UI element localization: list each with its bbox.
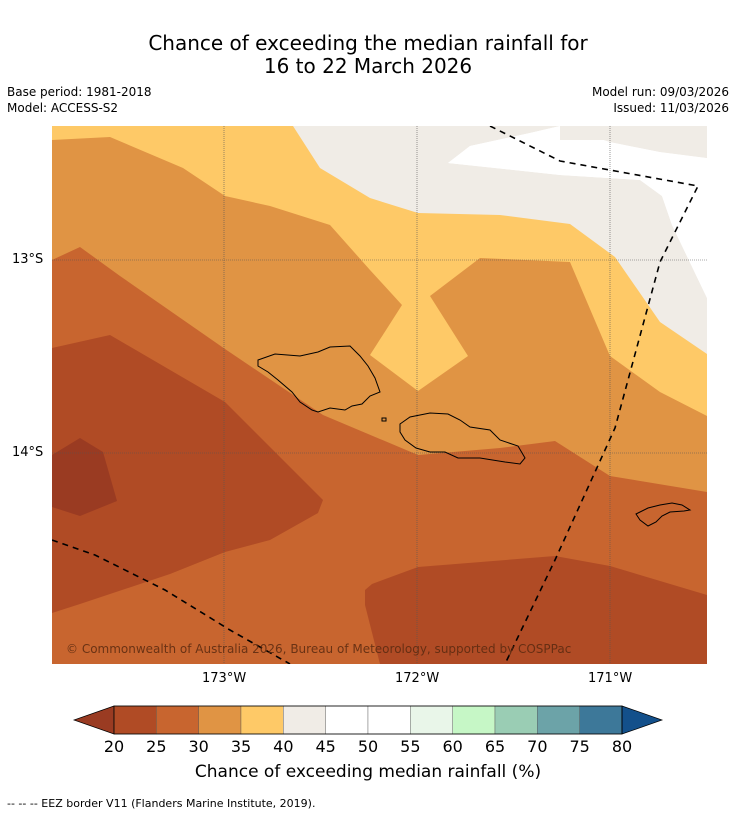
colorbar-bin	[367, 705, 411, 735]
base-period: Base period: 1981-2018	[7, 85, 152, 99]
colorbar-bin	[283, 705, 326, 735]
island-small	[381, 417, 387, 422]
colorbar-bin	[452, 705, 496, 735]
model-run: Model run: 09/03/2026	[591, 85, 729, 99]
colorbar	[72, 705, 664, 735]
colorbar-tick-label: 55	[400, 737, 421, 756]
colorbar-bin	[494, 705, 538, 735]
model-name: Model: ACCESS-S2	[7, 101, 119, 115]
region-dark-bottom	[365, 556, 707, 664]
island-tutuila	[635, 502, 692, 527]
eez-border-west	[52, 539, 291, 664]
colorbar-tick-label: 50	[357, 737, 379, 756]
colorbar-bin	[579, 705, 623, 735]
colorbar-bin	[156, 705, 199, 735]
lon-label-171w: 171°W	[588, 671, 633, 686]
colorbar-tick-label: 75	[569, 737, 590, 756]
eez-border-east	[489, 126, 700, 664]
chart-title-line2: 16 to 22 March 2026	[263, 54, 473, 78]
colorbar-under-arrow	[72, 705, 115, 735]
region-grey	[293, 126, 707, 354]
eez-footnote: -- -- -- EEZ border V11 (Flanders Marine…	[7, 797, 316, 810]
colorbar-frame	[113, 705, 623, 735]
chart-title-line1: Chance of exceeding the median rainfall …	[148, 31, 588, 55]
island-savaii	[257, 345, 381, 413]
copyright-text: © Commonwealth of Australia 2026, Bureau…	[66, 642, 571, 656]
colorbar-bin	[410, 705, 453, 735]
colorbar-tick-label: 25	[146, 737, 167, 756]
lon-label-173w: 173°W	[202, 671, 247, 686]
colorbar-tick-label: 30	[188, 737, 209, 756]
lat-label-14s: 14°S	[12, 445, 44, 460]
region-white-top	[448, 126, 707, 298]
colorbar-tick-label: 65	[484, 737, 506, 756]
colorbar-tick-label: 40	[273, 737, 294, 756]
region-dark-left	[52, 335, 323, 613]
region-darkest	[52, 438, 117, 516]
colorbar-tick-label: 80	[611, 737, 633, 756]
lat-label-13s: 13°S	[12, 252, 44, 267]
colorbar-tick-label: 35	[230, 737, 252, 756]
colorbar-over-arrow	[621, 705, 664, 735]
issued-date: Issued: 11/03/2026	[613, 101, 729, 115]
region-grey-top-edge	[560, 126, 707, 158]
colorbar-tick-label: 45	[315, 737, 336, 756]
map-fill-layers: © Commonwealth of Australia 2026, Bureau…	[52, 126, 707, 664]
colorbar-tick-label: 20	[103, 737, 125, 756]
colorbar-bin	[113, 705, 157, 735]
colorbar-tick-label: 70	[527, 737, 548, 756]
island-upolu	[399, 412, 526, 465]
colorbar-bin	[240, 705, 284, 735]
colorbar-bin	[325, 705, 369, 735]
lon-label-172w: 172°W	[395, 671, 440, 686]
colorbar-bin	[537, 705, 580, 735]
colorbar-tick-label: 60	[442, 737, 463, 756]
colorbar-title: Chance of exceeding median rainfall (%)	[194, 762, 542, 782]
colorbar-bin	[198, 705, 242, 735]
